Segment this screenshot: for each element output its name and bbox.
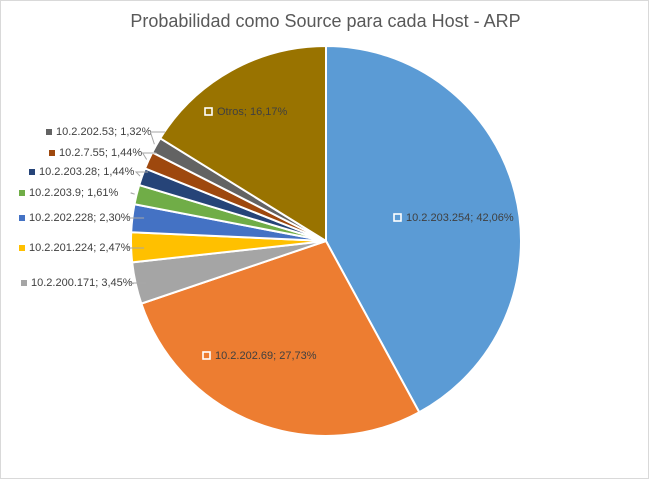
legend-key	[46, 129, 52, 135]
slice-label-text: 10.2.202.53; 1,32%	[56, 126, 152, 138]
slice-label: Otros; 16,17%	[205, 106, 288, 118]
slice-label: 10.2.202.228; 2,30%	[19, 212, 144, 224]
slice-label-text: 10.2.202.69; 27,73%	[215, 350, 317, 362]
slice-label: 10.2.202.69; 27,73%	[203, 350, 317, 362]
leader-line	[131, 193, 135, 194]
slice-label-text: Otros; 16,17%	[217, 106, 288, 118]
legend-key	[19, 245, 25, 251]
legend-key	[29, 169, 35, 175]
slice-label-text: 10.2.203.28; 1,44%	[39, 166, 135, 178]
slice-label-text: 10.2.203.254; 42,06%	[406, 212, 514, 224]
slice-label: 10.2.203.254; 42,06%	[394, 212, 514, 224]
slice-label-text: 10.2.200.171; 3,45%	[31, 277, 133, 289]
slice-label-text: 10.2.202.228; 2,30%	[29, 212, 131, 224]
legend-key	[21, 280, 27, 286]
slice-label: 10.2.200.171; 3,45%	[21, 277, 146, 289]
slice-label: 10.2.7.55; 1,44%	[49, 147, 156, 160]
slice-label-text: 10.2.203.9; 1,61%	[29, 187, 119, 199]
slice-label: 10.2.202.53; 1,32%	[46, 126, 165, 144]
slice-label: 10.2.203.28; 1,44%	[29, 166, 148, 178]
slice-label-text: 10.2.201.224; 2,47%	[29, 242, 131, 254]
legend-key	[394, 214, 401, 221]
legend-key	[19, 190, 25, 196]
legend-key	[49, 150, 55, 156]
legend-key	[203, 352, 210, 359]
slice-label: 10.2.203.9; 1,61%	[19, 187, 135, 199]
slice-label-text: 10.2.7.55; 1,44%	[59, 147, 142, 159]
legend-key	[19, 215, 25, 221]
slice-label: 10.2.201.224; 2,47%	[19, 242, 144, 254]
legend-key	[205, 108, 212, 115]
